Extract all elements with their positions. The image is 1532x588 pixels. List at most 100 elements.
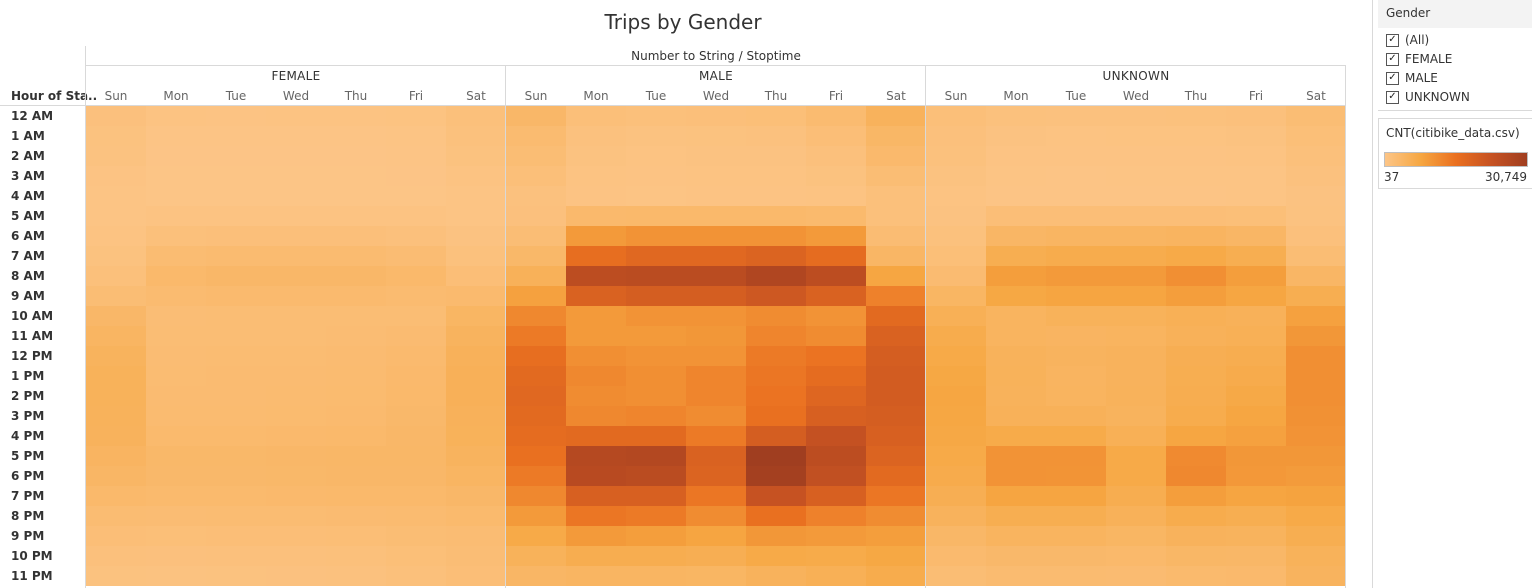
heatmap-cell[interactable] — [506, 506, 566, 526]
heatmap-cell[interactable] — [386, 246, 446, 266]
heatmap-cell[interactable] — [746, 566, 806, 586]
heatmap-cell[interactable] — [866, 526, 926, 546]
heatmap-cell[interactable] — [446, 226, 506, 246]
heatmap-cell[interactable] — [1166, 566, 1226, 586]
heatmap-cell[interactable] — [86, 186, 146, 206]
heatmap-cell[interactable] — [1046, 206, 1106, 226]
heatmap-cell[interactable] — [986, 486, 1046, 506]
checkbox[interactable]: ✓ — [1386, 33, 1399, 47]
heatmap-cell[interactable] — [926, 206, 986, 226]
heatmap-cell[interactable] — [446, 566, 506, 586]
heatmap-cell[interactable] — [326, 266, 386, 286]
heatmap-cell[interactable] — [446, 286, 506, 306]
heatmap-cell[interactable] — [206, 206, 266, 226]
heatmap-cell[interactable] — [1166, 506, 1226, 526]
heatmap-cell[interactable] — [926, 406, 986, 426]
heatmap-cell[interactable] — [926, 546, 986, 566]
heatmap-cell[interactable] — [1226, 426, 1286, 446]
heatmap-cell[interactable] — [566, 546, 626, 566]
heatmap-cell[interactable] — [746, 506, 806, 526]
heatmap-cell[interactable] — [86, 486, 146, 506]
heatmap-cell[interactable] — [746, 186, 806, 206]
heatmap-cell[interactable] — [1166, 526, 1226, 546]
heatmap-cell[interactable] — [446, 206, 506, 226]
heatmap-cell[interactable] — [626, 466, 686, 486]
heatmap-cell[interactable] — [1226, 526, 1286, 546]
heatmap-cell[interactable] — [1226, 486, 1286, 506]
heatmap-cell[interactable] — [686, 366, 746, 386]
heatmap-cell[interactable] — [866, 366, 926, 386]
heatmap-cell[interactable] — [1226, 406, 1286, 426]
heatmap-cell[interactable] — [626, 166, 686, 186]
heatmap-cell[interactable] — [1046, 326, 1106, 346]
heatmap-cell[interactable] — [626, 246, 686, 266]
heatmap-cell[interactable] — [86, 246, 146, 266]
heatmap-cell[interactable] — [146, 566, 206, 586]
heatmap-cell[interactable] — [446, 326, 506, 346]
row-field-label[interactable]: Hour of Sta.. — [11, 89, 98, 103]
heatmap-cell[interactable] — [806, 326, 866, 346]
heatmap-cell[interactable] — [1166, 146, 1226, 166]
heatmap-cell[interactable] — [326, 326, 386, 346]
heatmap-cell[interactable] — [1166, 106, 1226, 126]
heatmap-cell[interactable] — [146, 146, 206, 166]
heatmap-cell[interactable] — [206, 166, 266, 186]
heatmap-cell[interactable] — [446, 546, 506, 566]
heatmap-cell[interactable] — [86, 306, 146, 326]
heatmap-cell[interactable] — [1106, 406, 1166, 426]
heatmap-cell[interactable] — [206, 126, 266, 146]
heatmap-cell[interactable] — [806, 366, 866, 386]
heatmap-cell[interactable] — [1166, 226, 1226, 246]
heatmap-cell[interactable] — [626, 346, 686, 366]
heatmap-cell[interactable] — [986, 406, 1046, 426]
heatmap-cell[interactable] — [506, 186, 566, 206]
heatmap-cell[interactable] — [686, 346, 746, 366]
heatmap-cell[interactable] — [986, 226, 1046, 246]
heatmap-cell[interactable] — [86, 466, 146, 486]
heatmap-cell[interactable] — [626, 206, 686, 226]
heatmap-cell[interactable] — [566, 526, 626, 546]
heatmap-cell[interactable] — [686, 326, 746, 346]
heatmap-cell[interactable] — [806, 226, 866, 246]
heatmap-cell[interactable] — [206, 466, 266, 486]
heatmap-cell[interactable] — [326, 366, 386, 386]
heatmap-cell[interactable] — [326, 566, 386, 586]
heatmap-cell[interactable] — [326, 166, 386, 186]
heatmap-cell[interactable] — [1106, 466, 1166, 486]
heatmap-cell[interactable] — [1226, 446, 1286, 466]
heatmap-cell[interactable] — [1106, 346, 1166, 366]
heatmap-cell[interactable] — [566, 286, 626, 306]
heatmap-cell[interactable] — [1226, 286, 1286, 306]
heatmap-cell[interactable] — [446, 446, 506, 466]
heatmap-cell[interactable] — [566, 306, 626, 326]
heatmap-cell[interactable] — [1046, 266, 1106, 286]
heatmap-cell[interactable] — [266, 326, 326, 346]
heatmap-cell[interactable] — [1046, 466, 1106, 486]
heatmap-cell[interactable] — [866, 206, 926, 226]
heatmap-cell[interactable] — [86, 346, 146, 366]
checkbox[interactable]: ✓ — [1386, 52, 1399, 66]
heatmap-cell[interactable] — [326, 286, 386, 306]
heatmap-cell[interactable] — [446, 426, 506, 446]
heatmap-cell[interactable] — [1226, 546, 1286, 566]
heatmap-cell[interactable] — [386, 226, 446, 246]
heatmap-cell[interactable] — [566, 466, 626, 486]
heatmap-cell[interactable] — [326, 426, 386, 446]
checkbox[interactable]: ✓ — [1386, 71, 1399, 85]
heatmap-cell[interactable] — [446, 186, 506, 206]
heatmap-cell[interactable] — [626, 226, 686, 246]
heatmap-cell[interactable] — [926, 306, 986, 326]
heatmap-cell[interactable] — [86, 206, 146, 226]
heatmap-cell[interactable] — [1106, 146, 1166, 166]
heatmap-cell[interactable] — [1106, 386, 1166, 406]
heatmap-cell[interactable] — [1226, 386, 1286, 406]
heatmap-cell[interactable] — [1286, 146, 1346, 166]
heatmap-cell[interactable] — [1286, 126, 1346, 146]
heatmap-cell[interactable] — [146, 286, 206, 306]
heatmap-cell[interactable] — [86, 226, 146, 246]
heatmap-cell[interactable] — [806, 466, 866, 486]
heatmap-cell[interactable] — [386, 126, 446, 146]
heatmap-cell[interactable] — [386, 326, 446, 346]
heatmap-cell[interactable] — [626, 146, 686, 166]
heatmap-cell[interactable] — [386, 426, 446, 446]
